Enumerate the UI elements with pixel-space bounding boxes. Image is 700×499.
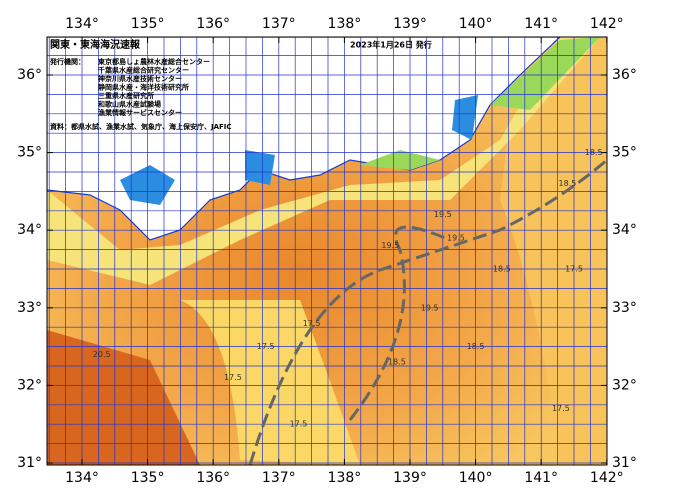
bay-water <box>360 37 600 170</box>
contour-label: 17.5 <box>257 342 275 351</box>
lat-label: 36° <box>17 67 42 83</box>
cool-water <box>180 300 360 465</box>
issuer-name: 和歌山県水産試験場 <box>97 100 161 109</box>
lon-label: 141° <box>524 470 558 486</box>
lon-label: 140° <box>459 16 493 32</box>
current-axis <box>248 158 607 465</box>
lon-label: 139° <box>393 470 427 486</box>
lat-label: 34° <box>612 222 637 238</box>
lon-label: 134° <box>65 470 99 486</box>
contour-label: 17.5 <box>552 404 570 413</box>
lon-label: 138° <box>328 470 362 486</box>
issuer-name: 神奈川県水産技術センター <box>98 74 182 83</box>
contour-label: 18.5 <box>559 179 577 188</box>
contour-label: 18.5 <box>493 265 511 274</box>
lon-label: 137° <box>262 16 296 32</box>
contour-label: 17.5 <box>290 420 308 429</box>
warm-water <box>47 330 200 465</box>
lon-label: 137° <box>262 470 296 486</box>
issuer-name: 千葉県水産総合研究センター <box>98 66 189 75</box>
lon-label: 141° <box>524 16 558 32</box>
lon-label: 135° <box>131 16 165 32</box>
issuer-name: 東京都島しょ農林水産総合センター <box>98 57 210 66</box>
lon-label: 140° <box>459 470 493 486</box>
source: 資料：都県水試、漁業水試、気象庁、海上保安庁、JAFIC <box>50 122 232 131</box>
land <box>47 37 561 241</box>
lon-label: 136° <box>196 470 230 486</box>
lat-label: 32° <box>612 377 637 393</box>
coastal-water <box>47 37 600 285</box>
lat-label: 35° <box>17 145 42 161</box>
lon-label: 142° <box>590 470 624 486</box>
contour-label: 17.5 <box>224 373 242 382</box>
lon-label: 135° <box>131 470 165 486</box>
contour-label: 19.5 <box>447 233 465 242</box>
issuer-label: 発行機関： <box>49 57 85 66</box>
current-axis <box>348 225 451 421</box>
issuer-name: 漁業情報サービスセンター <box>98 108 182 117</box>
contour-label: 19.5 <box>381 241 399 250</box>
lat-label: 33° <box>17 300 42 316</box>
lat-label: 35° <box>612 145 637 161</box>
lon-label: 136° <box>196 16 230 32</box>
lat-label: 31° <box>17 455 42 471</box>
inland-bay <box>120 95 478 205</box>
lon-label: 134° <box>65 16 99 32</box>
contour-label: 17.5 <box>565 265 583 274</box>
contour-label: 20.5 <box>93 350 111 359</box>
contour-label: 17.5 <box>303 319 321 328</box>
map-body <box>47 37 607 465</box>
lon-label: 142° <box>590 16 624 32</box>
contour-label: 18.5 <box>585 148 603 157</box>
grid <box>47 37 607 465</box>
date: 2023年1月26日 発行 <box>350 40 432 50</box>
issuer-name: 三重県水産研究所 <box>98 91 154 100</box>
contour-label: 19.5 <box>434 210 452 219</box>
lat-label: 32° <box>17 377 42 393</box>
lat-label: 34° <box>17 222 42 238</box>
lon-label: 138° <box>328 16 362 32</box>
title: 関東・東海海況速報 <box>50 38 141 51</box>
issuer-name: 静岡県水産・海洋技術研究所 <box>98 83 189 92</box>
contour-label: 18.5 <box>388 358 406 367</box>
contour-label: 18.5 <box>467 342 485 351</box>
lat-label: 31° <box>612 455 637 471</box>
lat-label: 33° <box>612 300 637 316</box>
lon-label: 139° <box>393 16 427 32</box>
frame <box>46 36 608 466</box>
lat-label: 36° <box>612 67 637 83</box>
east-water <box>500 37 607 465</box>
contour-label: 19.5 <box>421 303 439 312</box>
